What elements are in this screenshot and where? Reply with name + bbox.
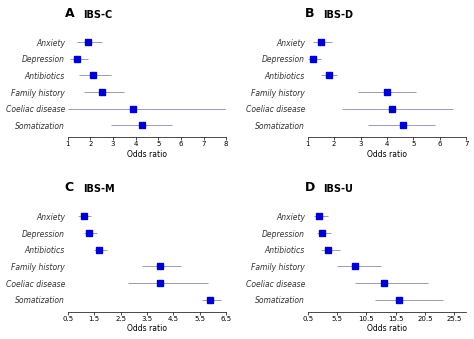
Text: IBS-C: IBS-C [83,10,113,20]
X-axis label: Odds ratio: Odds ratio [367,150,407,159]
Text: IBS-U: IBS-U [324,184,354,194]
X-axis label: Odds ratio: Odds ratio [367,324,407,334]
Text: IBS-M: IBS-M [83,184,115,194]
X-axis label: Odds ratio: Odds ratio [127,324,167,334]
Text: D: D [305,181,315,194]
Text: C: C [64,181,73,194]
Text: A: A [64,7,74,20]
Text: IBS-D: IBS-D [324,10,354,20]
X-axis label: Odds ratio: Odds ratio [127,150,167,159]
Text: B: B [305,7,314,20]
